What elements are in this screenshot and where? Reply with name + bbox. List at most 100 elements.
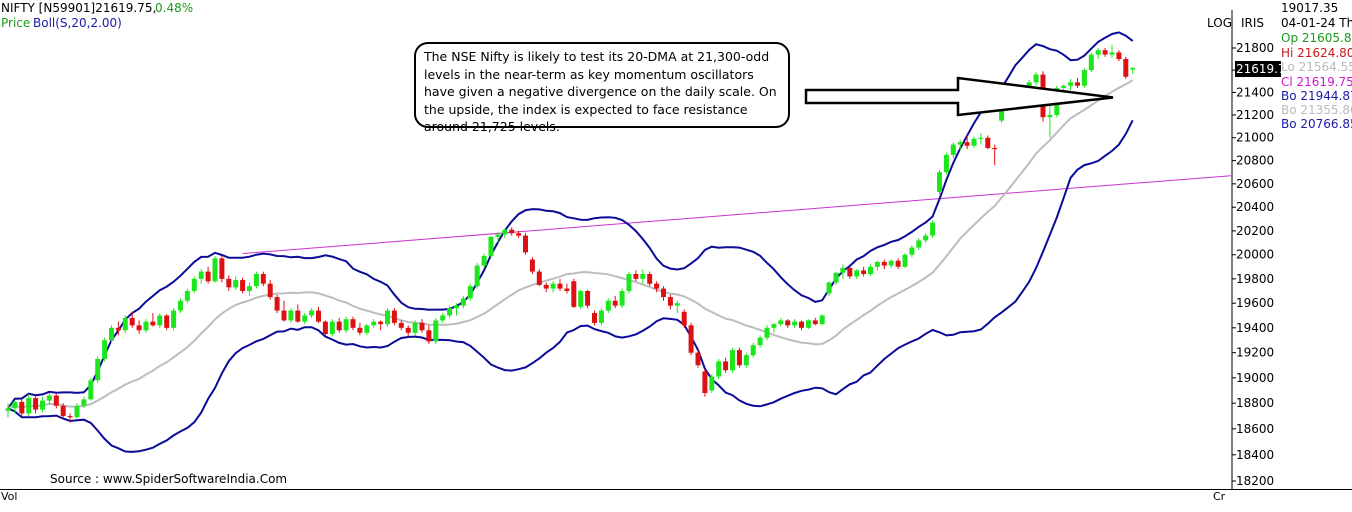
candle-down — [322, 321, 328, 335]
candle-up — [909, 247, 915, 255]
candle-down — [219, 258, 225, 279]
candle-down — [150, 321, 156, 326]
y-tick-label: 18600 — [1236, 422, 1274, 436]
candle-up — [157, 315, 163, 326]
candle-up — [495, 234, 501, 237]
candle-down — [336, 321, 342, 331]
candle-up — [440, 315, 446, 321]
log-scale-toggle[interactable]: LOG — [1207, 16, 1233, 30]
candle-down — [736, 350, 742, 366]
candle-up — [198, 271, 204, 279]
candle-up — [730, 350, 735, 371]
vol-panel-label: Vol — [1, 490, 18, 503]
candle-up — [1047, 114, 1053, 118]
study-bollinger-label: Boll(S,20,2.00) — [33, 16, 122, 30]
candle-up — [1081, 70, 1087, 86]
candle-down — [964, 142, 970, 146]
candle-up — [171, 310, 177, 328]
candle-down — [1075, 82, 1080, 86]
candle-down — [33, 398, 39, 410]
candle-up — [957, 142, 963, 145]
candle-down — [895, 260, 901, 267]
study-price-label: Price — [1, 16, 31, 30]
y-tick-label: 20600 — [1236, 177, 1274, 191]
y-tick-label: 20000 — [1236, 248, 1274, 262]
candle-down — [1123, 59, 1129, 77]
last-price-badge: 21619.7 — [1235, 61, 1281, 77]
candle-down — [260, 274, 266, 284]
candle-up — [916, 240, 922, 248]
candle-down — [661, 288, 666, 298]
candle-up — [343, 319, 349, 331]
candle-down — [19, 401, 25, 414]
candle-down — [205, 271, 211, 282]
candle-up — [481, 255, 487, 266]
candle-up — [88, 380, 94, 400]
candle-down — [571, 281, 577, 307]
candle-up — [109, 327, 114, 341]
candle-up — [467, 286, 473, 299]
candle-down — [681, 311, 687, 326]
candle-down — [529, 259, 535, 272]
candle-up — [474, 265, 480, 287]
candle-up — [826, 282, 832, 294]
candle-up — [288, 310, 294, 321]
candle-up — [771, 324, 777, 328]
candle-up — [191, 278, 197, 292]
info-date: 04-01-24 Th — [1281, 16, 1352, 30]
candle-up — [433, 320, 439, 342]
y-tick-label: 19400 — [1236, 321, 1274, 335]
candle-up — [943, 154, 949, 173]
candle-up — [999, 108, 1005, 121]
candle-up — [81, 399, 87, 406]
candle-up — [978, 137, 984, 139]
candle-up — [626, 274, 632, 292]
candle-up — [454, 305, 459, 309]
candle-up — [95, 358, 101, 381]
y-tick-label: 19000 — [1236, 371, 1274, 385]
candle-up — [902, 254, 908, 267]
candle-down — [516, 233, 522, 236]
candle-up — [743, 355, 749, 366]
cr-label: Cr — [1213, 490, 1226, 503]
candle-up — [329, 321, 335, 335]
candle-down — [592, 313, 597, 323]
candle-down — [585, 291, 591, 306]
candle-up — [874, 261, 880, 267]
candle-up — [868, 266, 873, 275]
candle-up — [764, 327, 770, 338]
bollinger-bands — [7, 31, 1134, 453]
candle-down — [295, 310, 301, 322]
candle-up — [792, 321, 798, 326]
candle-down — [861, 270, 867, 275]
candle-up — [302, 315, 308, 322]
iris-toggle[interactable]: IRIS — [1241, 16, 1265, 30]
chart-frame — [0, 10, 1352, 490]
y-tick-label: 21800 — [1236, 41, 1274, 55]
candle-up — [184, 291, 190, 301]
candle-up — [819, 315, 825, 325]
bollinger-upper — [7, 31, 1134, 409]
candle-up — [550, 283, 556, 289]
candle-down — [509, 229, 515, 234]
candle-up — [578, 291, 584, 307]
candle-down — [612, 300, 618, 306]
candle-down — [316, 310, 321, 322]
candle-up — [40, 400, 45, 410]
info-open: Op 21605.80 — [1281, 31, 1352, 45]
bollinger-lower — [7, 119, 1134, 453]
candle-up — [1095, 50, 1101, 55]
callout-arrow-shape — [804, 76, 1114, 117]
change-percent: 0.48% — [155, 1, 194, 15]
candle-down — [274, 297, 280, 311]
candle-up — [605, 300, 611, 311]
candle-up — [619, 291, 625, 306]
candle-down — [523, 235, 528, 253]
candle-down — [350, 319, 356, 328]
candle-up — [5, 408, 11, 411]
candle-up — [102, 340, 108, 359]
candle-up — [888, 260, 894, 266]
candle-down — [564, 288, 570, 292]
y-tick-label: 20200 — [1236, 224, 1274, 238]
